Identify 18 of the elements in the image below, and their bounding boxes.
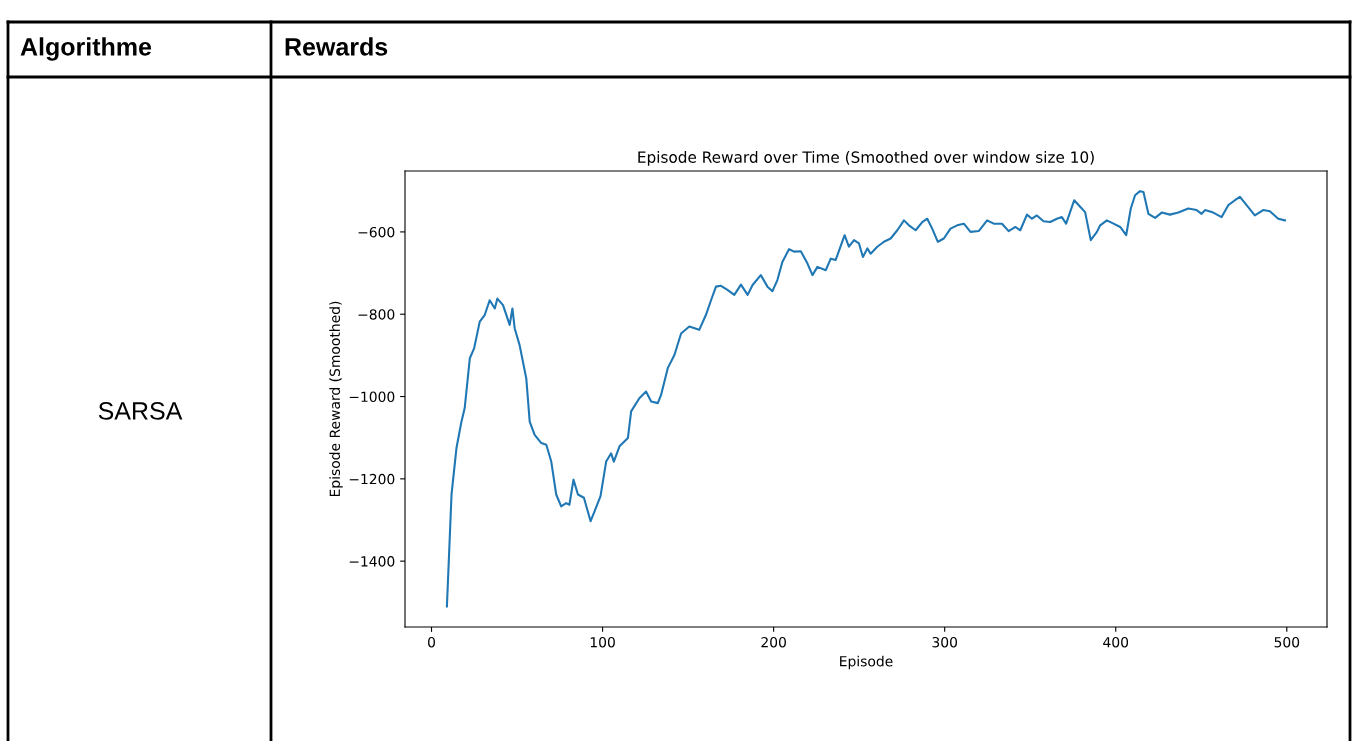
y-tick-label: −1400 — [349, 556, 395, 567]
x-tick-label: 400 — [1103, 636, 1129, 648]
y-tick-label: −1000 — [349, 391, 395, 402]
chart-title: Episode Reward over Time (Smoothed over window size 10) — [638, 151, 1094, 166]
x-tick-label: 100 — [590, 636, 615, 648]
y-axis-title: Episode Reward (Smoothed) — [329, 301, 343, 497]
text: SARSA — [98, 402, 183, 420]
line-series — [445, 190, 1286, 608]
text: Rewards — [285, 37, 388, 56]
x-axis-title: Episode — [840, 655, 893, 670]
y-tick-label: −600 — [358, 226, 395, 238]
y-tick-label: −800 — [358, 309, 395, 320]
text: Algorithme — [20, 37, 152, 61]
x-tick-label: 500 — [1274, 636, 1300, 648]
x-tick-label: 200 — [761, 636, 786, 648]
x-tick-label: 300 — [932, 636, 958, 648]
x-tick-label: 0 — [428, 636, 436, 648]
y-tick-label: −1200 — [349, 473, 395, 485]
